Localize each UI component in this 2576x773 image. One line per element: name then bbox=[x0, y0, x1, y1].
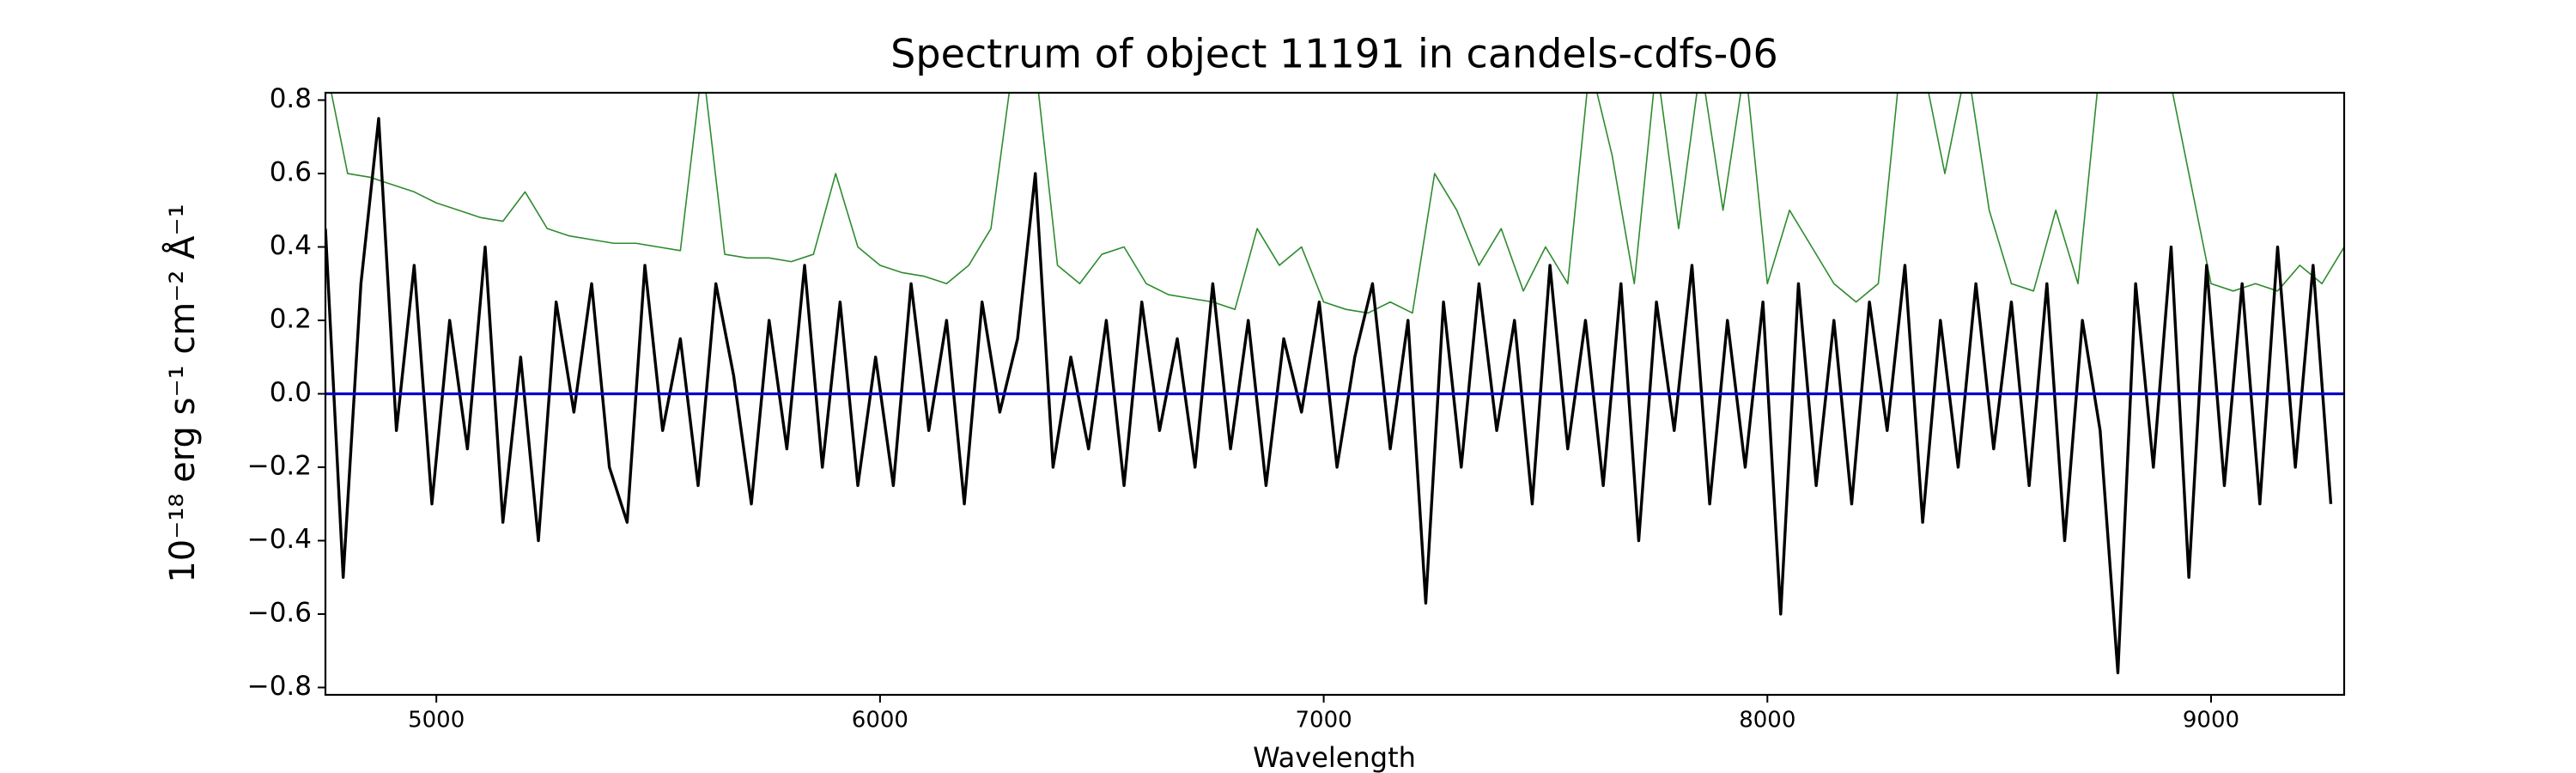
plot-area bbox=[325, 93, 2344, 675]
x-tick-label: 9000 bbox=[2183, 708, 2239, 733]
y-tick-label: −0.8 bbox=[247, 671, 312, 702]
x-axis-label: Wavelength bbox=[1253, 741, 1416, 773]
x-tick-label: 7000 bbox=[1295, 708, 1352, 733]
x-tick-label: 5000 bbox=[408, 708, 465, 733]
y-tick-label: 0.2 bbox=[270, 304, 312, 335]
y-tick-label: 0.8 bbox=[270, 83, 312, 114]
y-tick-label: 0.6 bbox=[270, 157, 312, 188]
y-tick-label: −0.6 bbox=[247, 597, 312, 628]
y-axis-label: 10⁻¹⁸ erg s⁻¹ cm⁻² Å⁻¹ bbox=[161, 204, 203, 582]
spectrum-line bbox=[325, 117, 2333, 675]
y-tick-label: 0.0 bbox=[270, 377, 312, 408]
y-tick-label: 0.4 bbox=[270, 230, 312, 261]
y-tick-label: −0.2 bbox=[247, 450, 312, 481]
spectrum-line bbox=[331, 93, 2344, 314]
chart-title: Spectrum of object 11191 in candels-cdfs… bbox=[890, 31, 1778, 77]
x-tick-label: 6000 bbox=[852, 708, 908, 733]
x-tick-label: 8000 bbox=[1739, 708, 1795, 733]
y-tick-label: −0.4 bbox=[247, 524, 312, 555]
